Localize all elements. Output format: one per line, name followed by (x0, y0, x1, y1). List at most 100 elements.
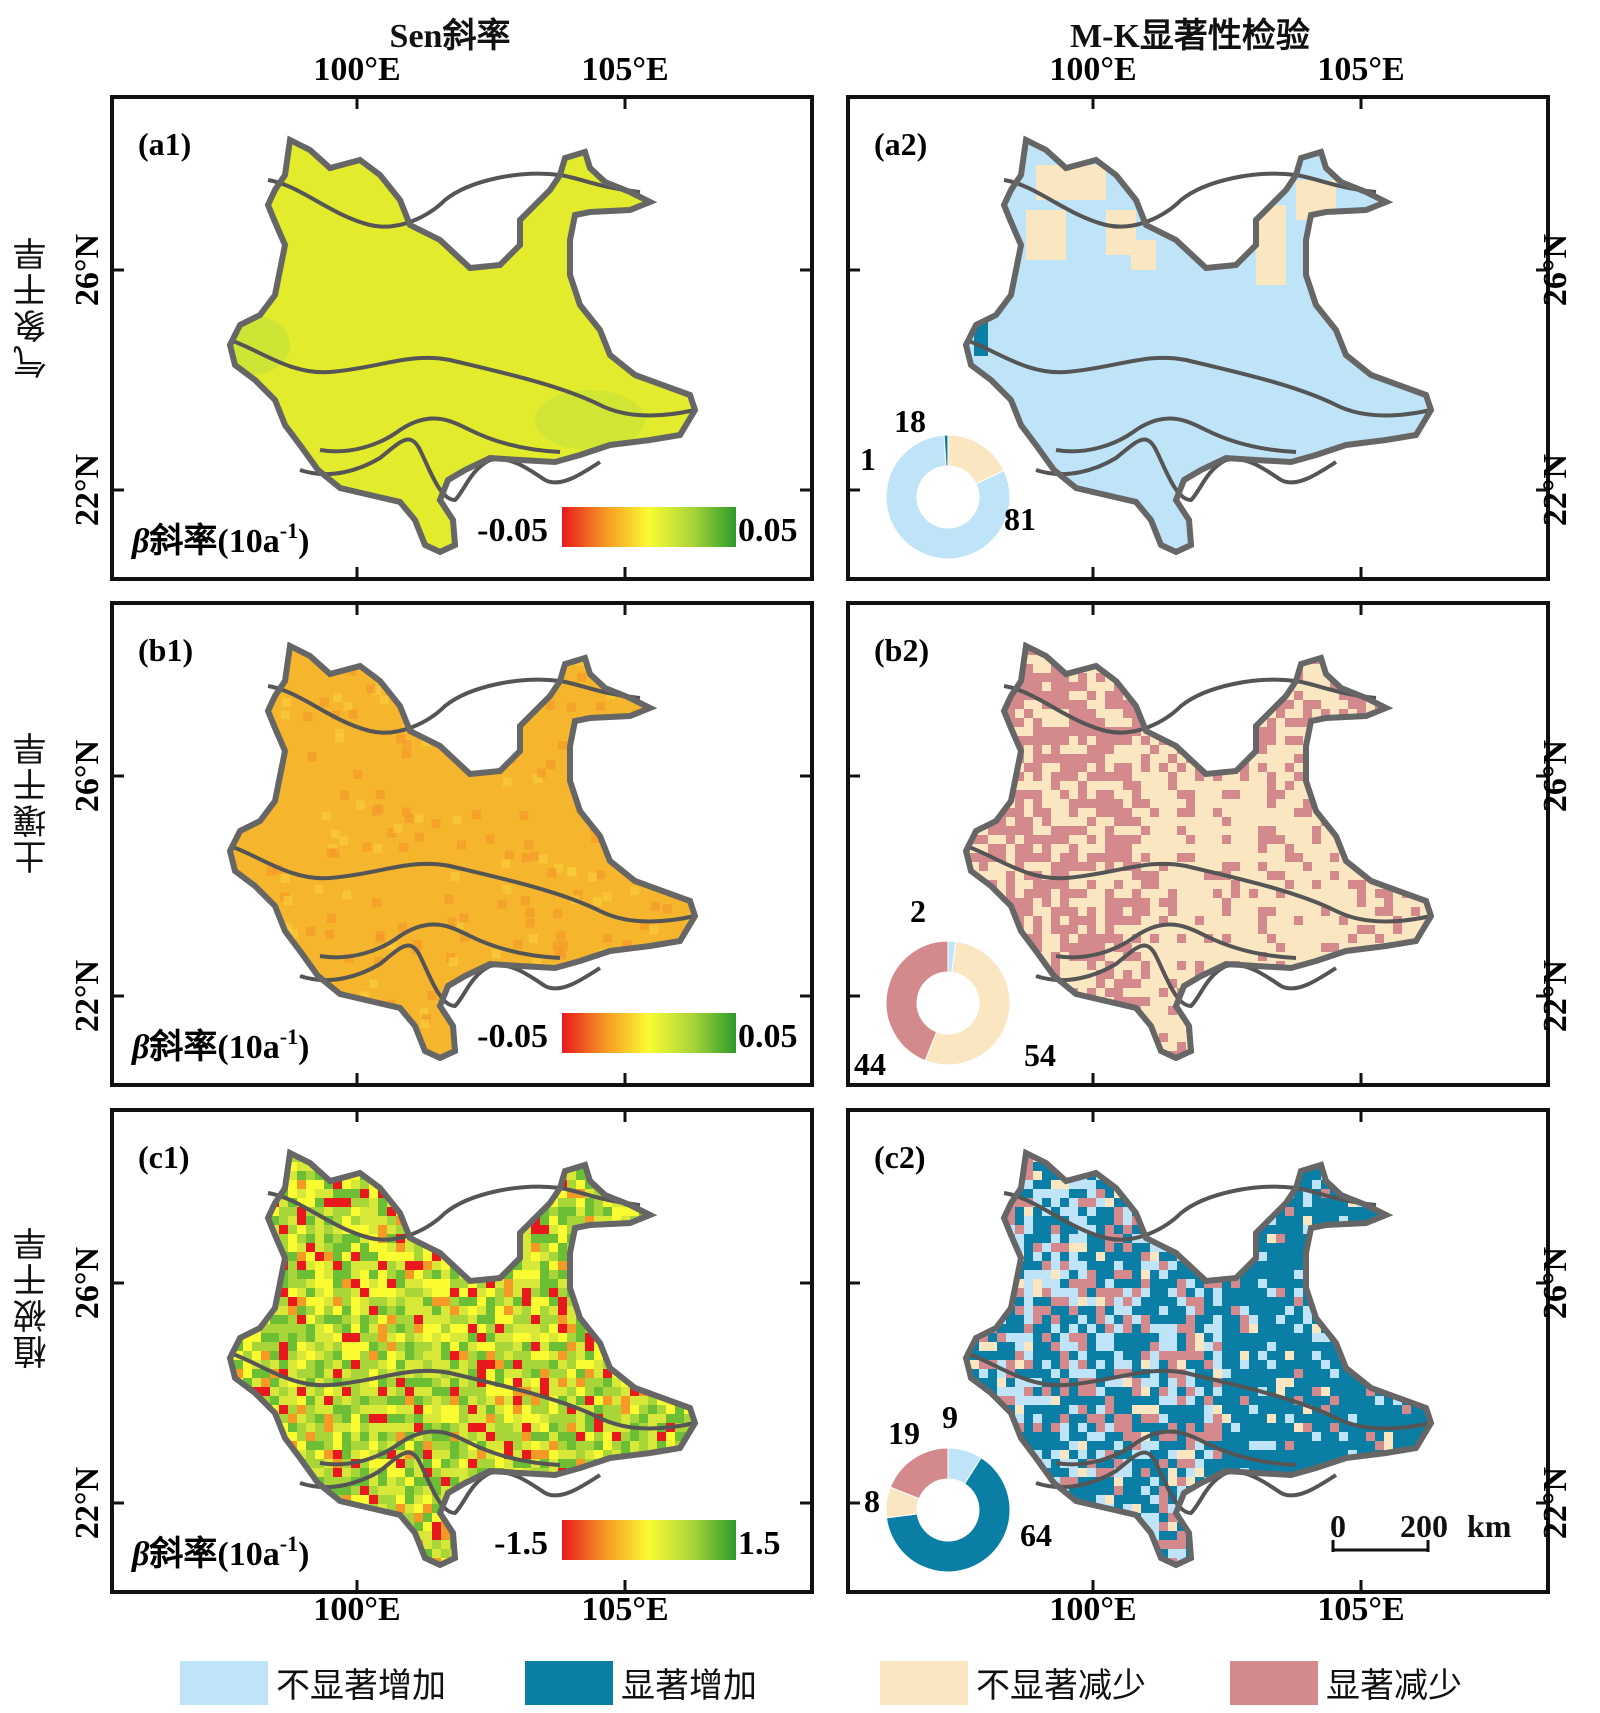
climate-zone-line-b2-0 (1003, 677, 1377, 735)
legend-swatch-si (525, 1660, 613, 1705)
panel-c1: (c1) (110, 1108, 814, 1594)
lat-tick-label-left-0-0: 26°N (69, 233, 106, 306)
colorbar-min-c1: -1.5 (494, 1525, 548, 1562)
climate-zone-line-b1-1 (229, 844, 696, 924)
climate-zone-line-a2-0 (1003, 171, 1377, 229)
column-title-left: Sen斜率 (389, 18, 511, 55)
climate-zone-line-c1-3 (319, 1429, 561, 1467)
panel-label-c1: (c1) (138, 1139, 190, 1175)
scale-bar: 0 200 km (1330, 1508, 1530, 1578)
donut-label-a2-nsd: 18 (894, 403, 926, 439)
donut-slice-c2-sd (889, 1447, 949, 1500)
climate-zone-line-b2-1 (965, 844, 1432, 924)
colorbar-gradient-a1 (562, 507, 736, 547)
lat-tick-label-left-2-0: 26°N (69, 1246, 106, 1319)
climate-zone-line-b2-2 (1035, 943, 1338, 1009)
donut-b2: 2 54 44 (854, 893, 1056, 1082)
legend-item-nsd: 不显著减少 (880, 1658, 1146, 1707)
legend-label-sd: 显著减少 (1326, 1666, 1462, 1706)
climate-zone-line-c1-2 (299, 1450, 602, 1516)
lon-tick-label-3-0: 100°E (1049, 1591, 1136, 1628)
climate-zone-line-a1-3 (319, 416, 561, 454)
panel-frame-a1 (110, 95, 814, 581)
lat-tick-label-right-2-1: 22°N (1537, 1466, 1574, 1539)
lat-tick-label-left-0-1: 22°N (69, 453, 106, 526)
climate-zone-line-a2-3 (1055, 416, 1297, 454)
colorbar-title-a1: β斜率(10a-1) (130, 518, 309, 560)
colorbar-b1: β斜率(10a-1) -0.05 0.05 (130, 1013, 798, 1066)
panel-label-a2: (a2) (874, 126, 927, 162)
climate-zone-line-b1-0 (267, 677, 641, 735)
climate-zone-line-c2-0 (1003, 1184, 1377, 1242)
climate-zone-line-c2-2 (1035, 1450, 1338, 1516)
colorbar-min-a1: -0.05 (477, 512, 548, 549)
colorbar-min-b1: -0.05 (477, 1018, 548, 1055)
colorbar-max-a1: 0.05 (738, 512, 798, 549)
scale-bar-unit: km (1467, 1508, 1512, 1544)
donut-slice-c2-si (885, 1456, 1011, 1573)
colorbar-gradient-c1 (562, 1520, 736, 1560)
legend-item-nsi: 不显著增加 (180, 1658, 446, 1707)
lon-tick-label-2-0: 100°E (313, 1591, 400, 1628)
lat-tick-label-right-1-1: 22°N (1537, 959, 1574, 1032)
lon-tick-label-1-1: 105°E (1317, 51, 1404, 88)
scale-bar-line (1331, 1540, 1430, 1552)
category-legend: 不显著增加 显著增加 不显著减少 显著减少 (0, 1652, 1600, 1712)
legend-label-nsd: 不显著减少 (976, 1666, 1146, 1706)
panel-label-b1: (b1) (138, 632, 193, 668)
legend-swatch-sd (1230, 1660, 1318, 1705)
donut-label-c2-sd: 19 (888, 1415, 920, 1451)
donut-label-c2-si: 64 (1020, 1517, 1052, 1553)
donut-label-c2-nsd: 8 (864, 1483, 880, 1519)
panel-c2: (c2) (846, 1108, 1550, 1594)
colorbar-a1: β斜率(10a-1) -0.05 0.05 (130, 507, 798, 560)
panel-label-b2: (b2) (874, 632, 929, 668)
legend-label-nsi: 不显著增加 (276, 1666, 446, 1706)
donut-label-b2-nsi: 2 (910, 893, 926, 929)
lon-tick-label-0-0: 100°E (313, 51, 400, 88)
panel-label-a1: (a1) (138, 126, 191, 162)
legend-swatch-nsd (880, 1660, 968, 1705)
climate-zone-line-b2-3 (1055, 922, 1297, 960)
figure-panels: (a1) (a2) (b1) (b2) (c1) (c2) 100°E 105°E 100°E 1… (69, 51, 1574, 1628)
climate-zone-line-b1-2 (299, 943, 602, 1009)
map-texture-a2 (974, 165, 1346, 356)
legend-item-sd: 显著减少 (1230, 1658, 1462, 1707)
donut-c2: 9 64 819 (864, 1399, 1052, 1573)
panel-b2: (b2) (846, 601, 1550, 1087)
colorbar-gradient-b1 (562, 1013, 736, 1053)
donut-label-b2-nsd: 54 (1024, 1037, 1056, 1073)
lat-tick-label-left-1-1: 22°N (69, 959, 106, 1032)
lat-tick-label-right-2-0: 26°N (1537, 1246, 1574, 1319)
lat-tick-label-right-0-0: 26°N (1537, 233, 1574, 306)
legend-swatch-nsi (180, 1660, 268, 1705)
donut-slice-b2-sd (885, 940, 949, 1062)
climate-zone-line-c1-1 (229, 1351, 696, 1431)
donut-label-b2-sd: 44 (854, 1046, 886, 1082)
climate-zone-line-a1-1 (229, 338, 696, 418)
colorbar-max-c1: 1.5 (738, 1525, 781, 1562)
lat-tick-label-left-1-0: 26°N (69, 739, 106, 812)
scale-bar-distance: 200 (1400, 1508, 1448, 1544)
climate-zone-line-b1-3 (319, 922, 561, 960)
climate-zone-line-c1-0 (267, 1184, 641, 1242)
donut-slice-a2-si (943, 434, 949, 467)
lon-tick-label-2-1: 105°E (581, 1591, 668, 1628)
scale-bar-zero: 0 (1330, 1508, 1346, 1544)
donut-a2: 81 1 18 (860, 403, 1036, 560)
lat-tick-label-left-2-1: 22°N (69, 1466, 106, 1539)
yunnan-map-a1 (210, 140, 695, 552)
climate-zone-line-a1-2 (299, 437, 602, 503)
lat-tick-label-right-0-1: 22°N (1537, 453, 1574, 526)
colorbar-c1: β斜率(10a-1) -1.5 1.5 (130, 1520, 781, 1573)
lat-tick-label-right-1-0: 26°N (1537, 739, 1574, 812)
donut-slice-a2-nsi (885, 434, 1011, 560)
climate-zone-line-a2-2 (1035, 437, 1338, 503)
colorbar-title-c1: β斜率(10a-1) (130, 1531, 309, 1573)
legend-label-si: 显著增加 (621, 1666, 757, 1706)
lon-tick-label-1-0: 100°E (1049, 51, 1136, 88)
climate-zone-line-a1-0 (267, 171, 641, 229)
donut-label-c2-nsi: 9 (942, 1399, 958, 1435)
panel-label-c2: (c2) (874, 1139, 926, 1175)
climate-zone-line-c2-1 (965, 1351, 1432, 1431)
